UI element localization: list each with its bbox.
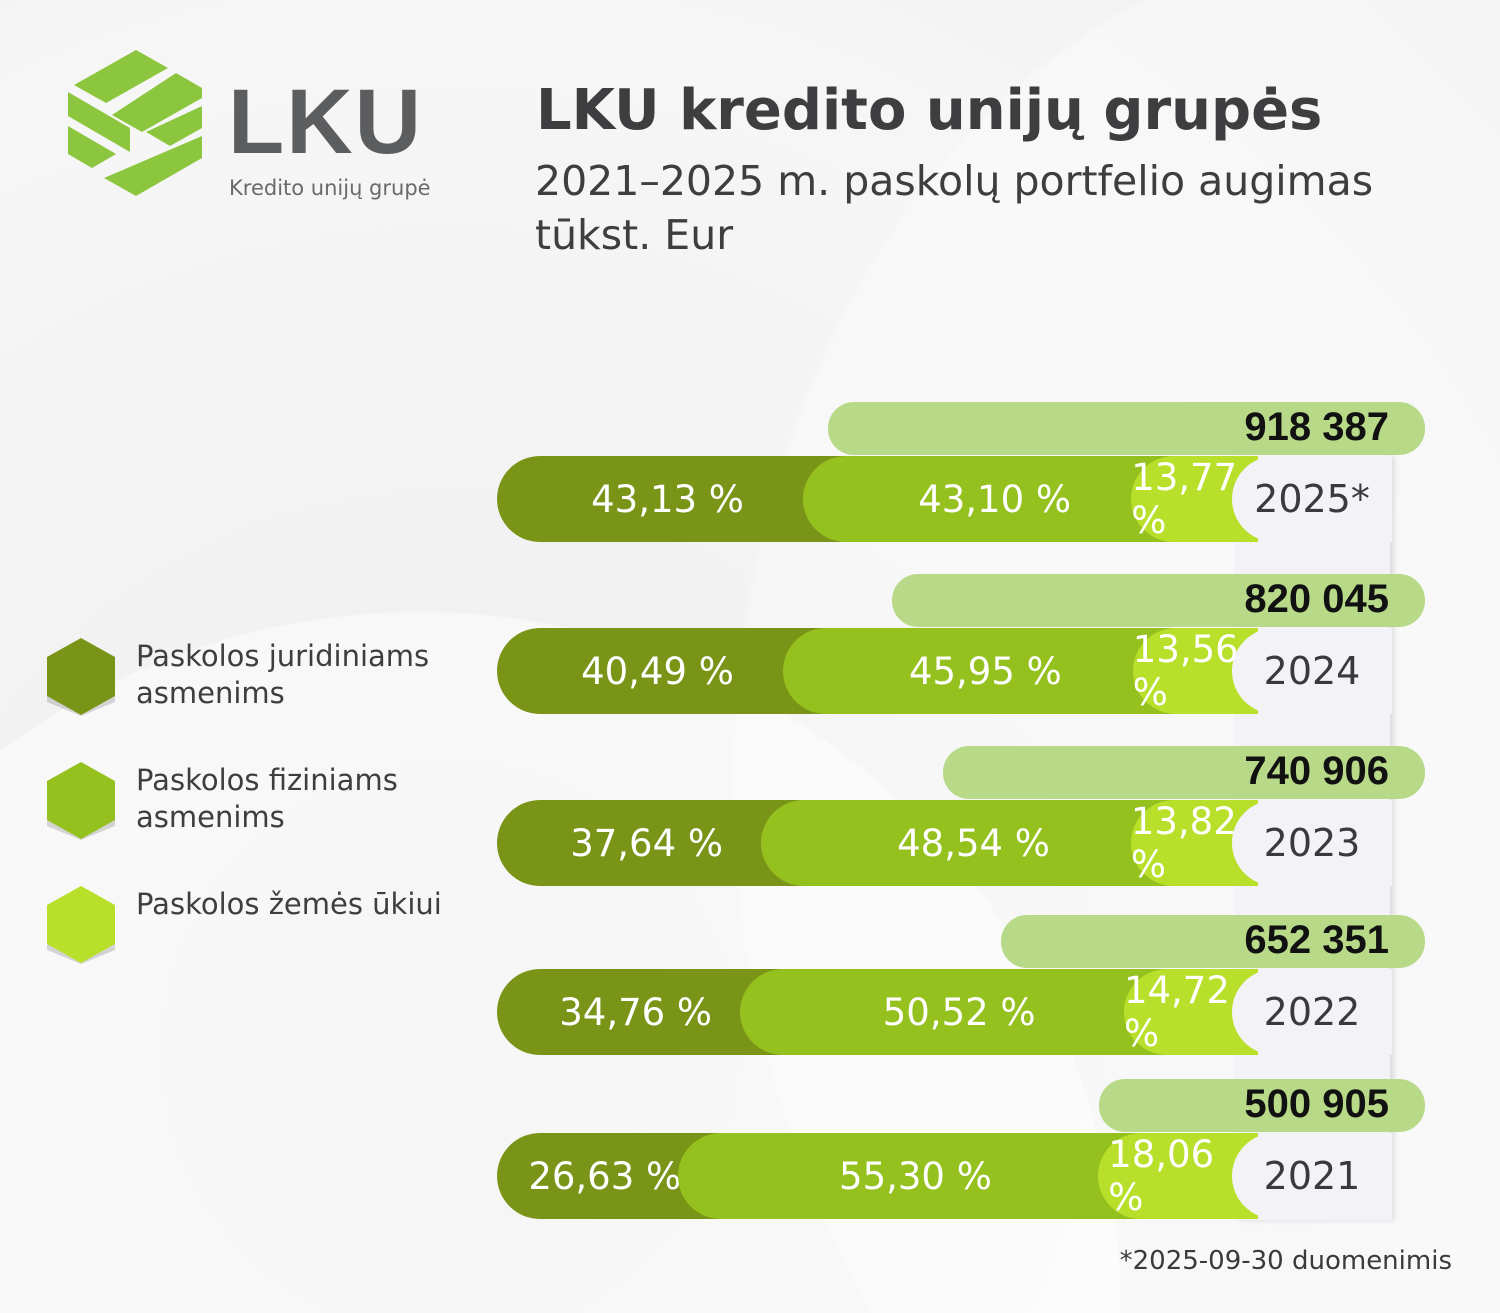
- hexagon-icon: [47, 762, 115, 840]
- segment-label: 34,76 %: [559, 990, 713, 1034]
- legend-item: Paskolos žemės ūkiui: [46, 886, 442, 964]
- segment-label: 45,95 %: [908, 649, 1062, 693]
- logo-subtitle: Kredito unijų grupė: [229, 176, 431, 200]
- footnote: *2025-09-30 duomenimis: [1119, 1246, 1452, 1276]
- segment-label: 14,72 %: [1123, 969, 1230, 1055]
- year-label: 2022: [1232, 969, 1392, 1055]
- legend-item: Paskolos juridiniams asmenims: [46, 638, 429, 716]
- total-bar: 652 351: [1000, 915, 1425, 968]
- total-bar: 740 906: [943, 746, 1425, 799]
- logo-text: LKU: [228, 71, 424, 173]
- hexagon-icon: [47, 638, 115, 716]
- total-bar: 918 387: [828, 402, 1425, 455]
- segment-label: 43,10 %: [918, 477, 1072, 521]
- segment-label: 37,64 %: [570, 821, 724, 865]
- unit-label: tūkst. Eur: [535, 211, 734, 259]
- total-label: 652 351: [1244, 918, 1389, 962]
- legend-label: Paskolos žemės ūkiui: [136, 887, 442, 921]
- segment-label: 13,82 %: [1130, 800, 1237, 886]
- year-label: 2024: [1232, 628, 1392, 714]
- legend-item: Paskolos fiziniams asmenims: [46, 762, 398, 840]
- chart-title: LKU kredito unijų grupės: [536, 78, 1323, 143]
- segment-label: 18,06 %: [1108, 1133, 1215, 1219]
- segment-label: 43,13 %: [591, 477, 744, 521]
- hexagon-icon: [47, 886, 115, 964]
- segment-label: 26,63 %: [528, 1154, 682, 1198]
- segment-label: 48,54 %: [897, 821, 1050, 865]
- year-label: 2025*: [1232, 456, 1392, 542]
- segment-label: 50,52 %: [882, 990, 1036, 1034]
- total-label: 740 906: [1244, 749, 1389, 793]
- lku-logo-icon: [68, 50, 202, 196]
- segment-label: 40,49 %: [581, 649, 734, 693]
- chart-subtitle: 2021–2025 m. paskolų portfelio augimas t…: [535, 154, 1373, 262]
- segment-label: 55,30 %: [839, 1154, 992, 1198]
- bar-segment: 18,06 %: [1098, 1133, 1258, 1219]
- segment-label: 13,56 %: [1132, 628, 1239, 714]
- subtitle-line: 2021–2025 m. paskolų portfelio augimas: [535, 157, 1374, 205]
- year-label: 2023: [1232, 800, 1392, 886]
- legend-label: Paskolos fiziniams asmenims: [136, 763, 398, 834]
- year-label: 2021: [1232, 1133, 1392, 1219]
- segment-label: 13,77 %: [1131, 456, 1238, 542]
- bar-segment: 13,82 %: [1130, 800, 1258, 886]
- legend-label: Paskolos juridiniams asmenims: [136, 639, 430, 710]
- total-label: 500 905: [1244, 1082, 1389, 1126]
- total-bar: 500 905: [1099, 1079, 1425, 1132]
- total-label: 820 045: [1244, 577, 1389, 621]
- total-bar: 820 045: [891, 574, 1425, 627]
- total-label: 918 387: [1244, 405, 1389, 449]
